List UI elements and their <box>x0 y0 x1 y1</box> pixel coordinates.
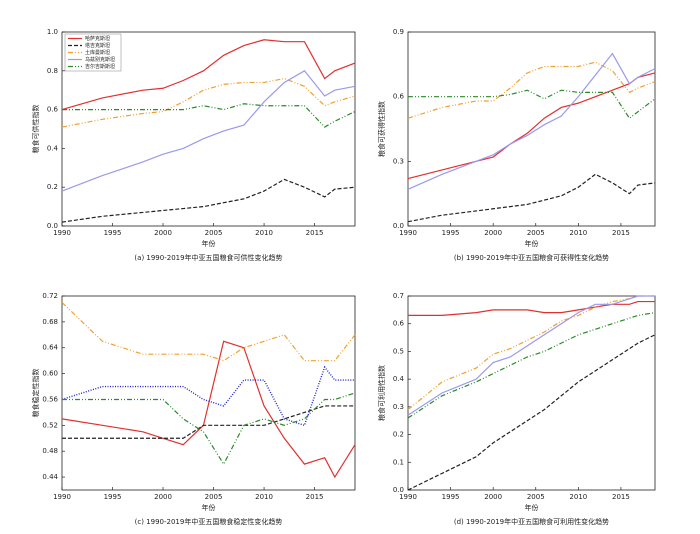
x-tick-label: 1995 <box>442 493 460 501</box>
y-tick-label: 0.48 <box>42 447 58 455</box>
x-tick-label: 2015 <box>306 229 324 237</box>
y-tick-label: 0.60 <box>42 370 58 378</box>
x-tick-label: 1990 <box>53 229 71 237</box>
y-tick-label: 0.6 <box>393 93 405 101</box>
x-tick-label: 1995 <box>104 229 122 237</box>
series-line <box>407 334 656 491</box>
x-tick-label: 2015 <box>306 493 324 501</box>
y-tick-label: 0.4 <box>47 144 59 152</box>
y-axis-label: 粮食可利用性指数 <box>377 365 386 421</box>
y-tick-label: 0.6 <box>393 320 405 328</box>
series-line <box>408 300 655 316</box>
y-tick-label: 0.6 <box>47 106 59 114</box>
y-axis-label: 粮食可获得性指数 <box>377 101 386 157</box>
plot-frame <box>61 295 356 491</box>
legend-label: 塔吉克斯坦 <box>85 42 110 49</box>
plot-frame <box>407 31 656 227</box>
legend-label: 吉尔吉斯斯坦 <box>85 63 115 70</box>
y-tick-label: 0.64 <box>42 344 58 352</box>
legend-label: 乌兹别克斯坦 <box>85 56 115 63</box>
series-line <box>407 72 656 180</box>
series-line <box>408 89 656 120</box>
x-axis-label: 年份 <box>525 503 539 512</box>
x-tick-label: 2010 <box>569 229 587 237</box>
y-tick-label: 0.5 <box>393 347 404 355</box>
y-axis-label: 粮食可供性指数 <box>31 105 40 154</box>
series-line <box>407 52 656 190</box>
y-tick-label: 0.8 <box>47 67 58 75</box>
x-tick-label: 2005 <box>205 229 223 237</box>
chart-caption: (d) 1990-2019年中亚五国粮食可利用性变化趋势 <box>454 517 609 526</box>
y-tick-label: 0.7 <box>393 292 404 300</box>
x-tick-label: 2015 <box>612 229 630 237</box>
y-tick-label: 0.44 <box>42 473 58 481</box>
legend-label: 土库曼斯坦 <box>85 49 110 56</box>
x-tick-label: 2005 <box>205 493 223 501</box>
series-line <box>62 405 355 439</box>
series-line <box>61 365 355 427</box>
y-tick-label: 0.68 <box>42 318 58 326</box>
y-tick-label: 1.0 <box>47 28 58 36</box>
y-axis-label: 粮食稳定性指数 <box>31 369 40 418</box>
x-tick-label: 2000 <box>154 229 172 237</box>
legend-box <box>64 33 122 72</box>
y-tick-label: 0.0 <box>47 222 58 230</box>
chart-caption: (c) 1990-2019年中亚五国粮食稳定性变化趋势 <box>135 517 283 526</box>
x-tick-label: 2010 <box>569 493 587 501</box>
legend-label: 哈萨克斯坦 <box>85 35 110 42</box>
series-line <box>61 302 356 362</box>
x-tick-label: 2000 <box>154 493 172 501</box>
x-tick-label: 1995 <box>442 229 460 237</box>
plot-frame <box>407 295 656 491</box>
y-tick-label: 0.3 <box>393 157 404 165</box>
x-tick-label: 2015 <box>612 493 630 501</box>
y-tick-label: 0.2 <box>47 183 58 191</box>
series-line <box>61 178 356 223</box>
series-line <box>62 103 356 128</box>
x-tick-label: 1990 <box>53 493 71 501</box>
chart-caption: (a) 1990-2019年中亚五国粮食可供性变化趋势 <box>134 253 282 262</box>
x-tick-label: 2005 <box>527 229 545 237</box>
series-line <box>61 340 356 479</box>
series-line <box>61 39 356 111</box>
x-tick-label: 1990 <box>399 493 417 501</box>
series-line <box>407 295 655 411</box>
y-tick-label: 0.9 <box>393 28 404 36</box>
x-tick-label: 1995 <box>104 493 122 501</box>
plot-frame <box>61 31 356 227</box>
y-tick-label: 0.52 <box>42 421 58 429</box>
y-tick-label: 0.56 <box>42 395 58 403</box>
chart-caption: (b) 1990-2019年中亚五国粮食可获得性变化趋势 <box>454 253 609 262</box>
y-tick-label: 0.0 <box>393 222 404 230</box>
x-axis-label: 年份 <box>202 503 216 512</box>
series-line <box>407 312 656 419</box>
y-tick-label: 0.4 <box>393 375 405 383</box>
y-tick-label: 0.3 <box>393 403 404 411</box>
x-tick-label: 2000 <box>484 229 502 237</box>
series-line <box>407 173 656 223</box>
y-tick-label: 0.2 <box>393 431 404 439</box>
series-line <box>407 61 656 119</box>
x-tick-label: 2010 <box>255 493 273 501</box>
x-axis-label: 年份 <box>202 239 216 248</box>
x-tick-label: 2005 <box>527 493 545 501</box>
x-tick-label: 2010 <box>255 229 273 237</box>
x-tick-label: 2000 <box>484 493 502 501</box>
series-line <box>61 70 356 192</box>
series-line <box>61 77 356 128</box>
y-tick-label: 0.1 <box>393 458 404 466</box>
x-tick-label: 1990 <box>399 229 417 237</box>
y-tick-label: 0.72 <box>42 292 58 300</box>
x-axis-label: 年份 <box>525 239 539 248</box>
y-tick-label: 0.0 <box>393 486 404 494</box>
series-line <box>407 295 655 416</box>
